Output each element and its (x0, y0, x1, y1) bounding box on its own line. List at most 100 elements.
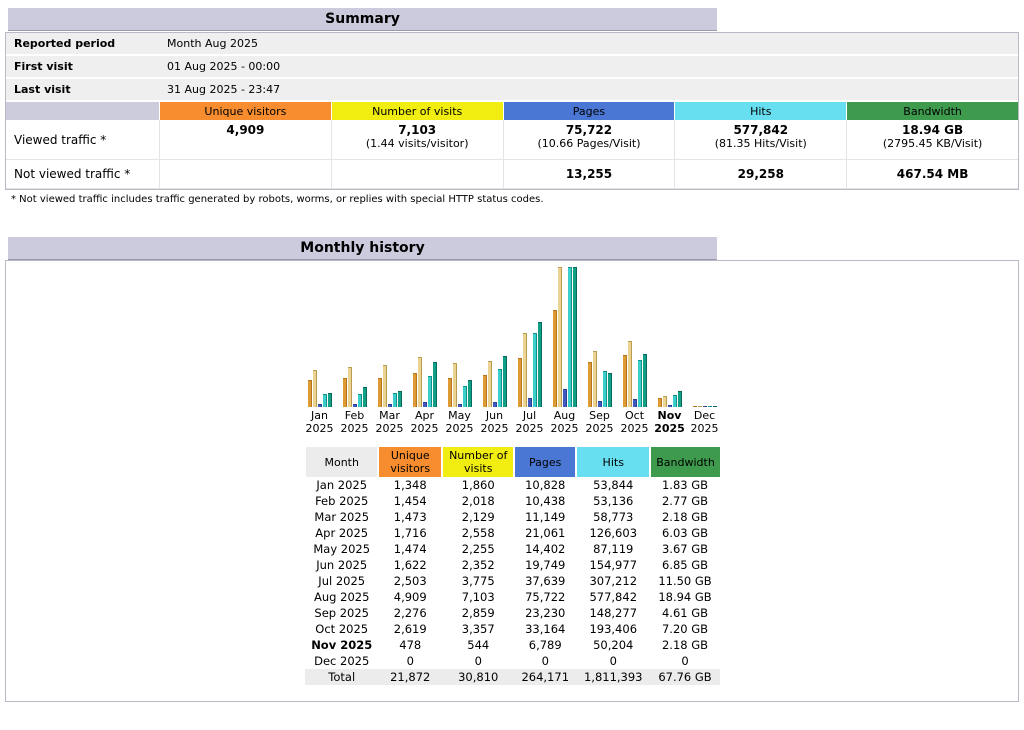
value-cell: 2,619 (393, 622, 427, 636)
value-cell: 7,103 (461, 590, 495, 604)
value-cell: 0 (681, 654, 689, 668)
viewed-bandwidth-cell: 18.94 GB (2795.45 KB/Visit) (846, 120, 1018, 159)
value-cell: 1.83 GB (661, 478, 709, 492)
value-cell: 1,474 (393, 542, 427, 556)
monthly-table-body: Jan 2025 1,348 1,860 10,828 53,844 1.83 GB Feb… (305, 477, 720, 685)
metric-header-spacer (6, 102, 159, 120)
month-cell: Jan 2025 (316, 478, 368, 492)
value-cell: 0 (406, 654, 414, 668)
chart-bar-hits (357, 394, 362, 407)
column-header-bandwidth: Bandwidth (649, 447, 720, 477)
month-cell: Apr 2025 (315, 526, 369, 540)
chart-bar-hits (672, 395, 677, 407)
chart-bar-visitors (307, 380, 312, 407)
value-cell: 11,149 (525, 510, 566, 524)
bar-group (657, 266, 682, 407)
monthly-row: Jul 2025 2,503 3,775 37,639 307,212 11.50 GB (305, 573, 720, 589)
summary-box: Reported period Month Aug 2025 First vis… (5, 32, 1019, 190)
chart-bar-visits (487, 361, 492, 407)
chart-month-group: Jun 2025 (479, 266, 510, 435)
chart-bar-hits (602, 371, 607, 407)
chart-bar-pages (597, 401, 602, 407)
not-viewed-traffic-row: Not viewed traffic * 13,255 29,258 467.5… (6, 160, 1018, 189)
value-cell: 50,204 (593, 638, 634, 652)
first-visit-value: 01 Aug 2025 - 00:00 (167, 60, 281, 73)
chart-bar-bandwidth (677, 391, 682, 407)
value-cell: 264,171 (514, 669, 577, 685)
last-visit-label: Last visit (14, 83, 71, 96)
column-header-pages: Pages (513, 447, 577, 477)
value-cell: 3.67 GB (661, 542, 709, 556)
value-cell: 2,255 (461, 542, 495, 556)
chart-bar-pages (562, 389, 567, 407)
value-cell: 10,828 (525, 478, 566, 492)
month-axis-label: Sep 2025 (585, 409, 614, 435)
chart-bar-visits (662, 396, 667, 407)
chart-bar-pages (422, 402, 427, 407)
month-cell: Dec 2025 (314, 654, 370, 668)
chart-month-group: Dec 2025 (689, 266, 720, 435)
month-axis-label: Jan 2025 (305, 409, 334, 435)
month-cell: Oct 2025 (315, 622, 369, 636)
header-unique-visitors: Unique visitors (159, 102, 331, 120)
chart-bar-hits (567, 267, 572, 407)
monthly-row: Jun 2025 1,622 2,352 19,749 154,977 6.85 GB (305, 557, 720, 573)
summary-title: Summary (325, 11, 400, 27)
chart-bar-bandwidth (607, 373, 612, 407)
month-cell: Sep 2025 (314, 606, 370, 620)
chart-bar-hits (462, 386, 467, 407)
value-cell: 1,811,393 (576, 669, 651, 685)
value-cell: 1,622 (393, 558, 427, 572)
value-cell: 577,842 (589, 590, 638, 604)
month-axis-label: Oct 2025 (620, 409, 649, 435)
chart-bar-visitors (657, 398, 662, 407)
month-cell: Aug 2025 (314, 590, 370, 604)
chart-bar-visits (382, 365, 387, 407)
month-axis-label: Jun 2025 (480, 409, 509, 435)
not-viewed-visitors-cell (159, 160, 331, 188)
bar-group (342, 266, 367, 407)
chart-bar-hits (532, 333, 537, 407)
bar-group (377, 266, 402, 407)
value-cell: 2,129 (461, 510, 495, 524)
value-cell: 14,402 (525, 542, 566, 556)
chart-bar-pages (492, 402, 497, 407)
chart-bar-visits (452, 363, 457, 407)
value-cell: 1,454 (393, 494, 427, 508)
not-viewed-pages-cell: 13,255 (502, 160, 675, 188)
chart-bar-hits (497, 369, 502, 407)
chart-bar-visitors (517, 358, 522, 407)
chart-bar-visitors (482, 375, 487, 407)
not-viewed-visits-cell (330, 160, 503, 188)
value-cell: 1,860 (461, 478, 495, 492)
value-cell: 1,473 (393, 510, 427, 524)
value-cell: 6,789 (528, 638, 562, 652)
month-axis-label: Nov 2025 (654, 409, 685, 435)
header-pages: Pages (502, 102, 675, 120)
value-cell: 18.94 GB (658, 590, 712, 604)
first-visit-row: First visit 01 Aug 2025 - 00:00 (6, 56, 1018, 79)
chart-bar-hits (637, 360, 642, 407)
monthly-row: Apr 2025 1,716 2,558 21,061 126,603 6.03 GB (305, 525, 720, 541)
last-visit-row: Last visit 31 Aug 2025 - 23:47 (6, 79, 1018, 102)
chart-bar-visits (312, 370, 317, 407)
month-cell: Jun 2025 (316, 558, 368, 572)
month-cell: Total (305, 669, 379, 685)
chart-bar-bandwidth (642, 354, 647, 407)
value-cell: 2,503 (393, 574, 427, 588)
bar-group (517, 266, 542, 407)
value-cell: 53,136 (593, 494, 634, 508)
value-cell: 11.50 GB (658, 574, 712, 588)
chart-month-group: Mar 2025 (374, 266, 405, 435)
value-cell: 21,872 (378, 669, 443, 685)
chart-bar-bandwidth (572, 267, 577, 407)
value-cell: 2.18 GB (661, 510, 709, 524)
month-axis-label: Dec 2025 (690, 409, 719, 435)
not-viewed-bandwidth-cell: 467.54 MB (846, 160, 1018, 188)
chart-bar-pages (317, 404, 322, 407)
value-cell: 478 (399, 638, 422, 652)
chart-bar-bandwidth (397, 391, 402, 407)
value-cell: 3,775 (461, 574, 495, 588)
awstats-report-page: Summary Reported period Month Aug 2025 F… (5, 8, 1019, 702)
viewed-pages-cell: 75,722 (10.66 Pages/Visit) (502, 120, 675, 159)
